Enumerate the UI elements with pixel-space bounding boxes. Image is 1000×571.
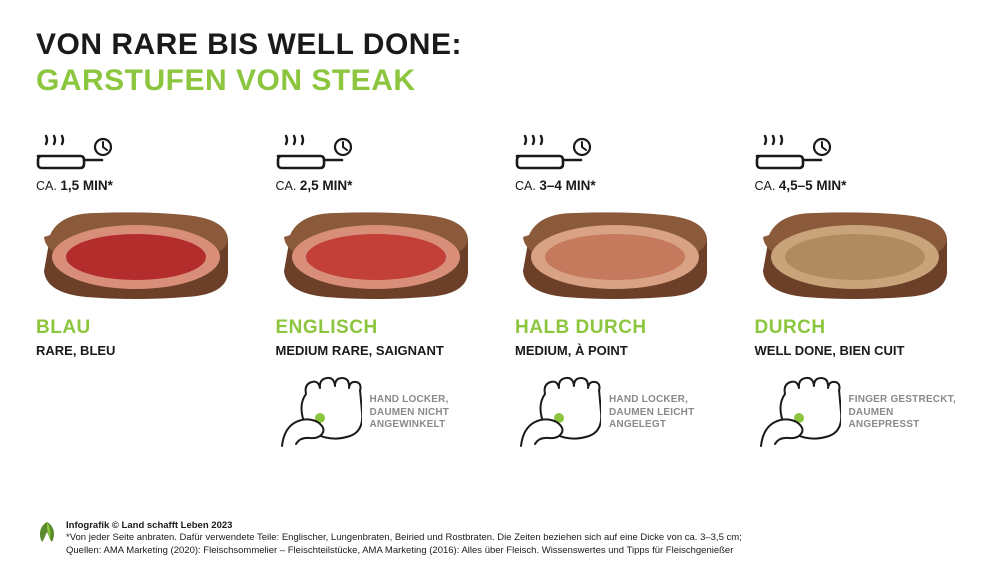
hand-caption: HAND LOCKER,DAUMEN LEICHTANGELEGT xyxy=(609,394,694,432)
stage-title: BLAU xyxy=(36,317,246,339)
hand-block: FINGER GESTRECKT,DAUMEN ANGEPRESST xyxy=(755,376,965,450)
title-line2: GARSTUFEN VON STEAK xyxy=(36,64,964,98)
stage-subtitle: RARE, BLEU xyxy=(36,343,246,358)
steak-illustration xyxy=(755,207,965,303)
time-label: CA. 2,5 MIN* xyxy=(276,178,486,193)
pan-clock-icon xyxy=(36,132,114,172)
footer-text: Infografik © Land schafft Leben 2023 *Vo… xyxy=(66,520,742,557)
pan-clock-icon xyxy=(515,132,593,172)
title-line1: VON RARE BIS WELL DONE: xyxy=(36,28,964,62)
time-label: CA. 1,5 MIN* xyxy=(36,178,246,193)
pan-row xyxy=(515,132,725,172)
hand-block: HAND LOCKER,DAUMEN NICHTANGEWINKELT xyxy=(276,376,486,450)
stage-subtitle: WELL DONE, BIEN CUIT xyxy=(755,343,965,358)
stage-subtitle: MEDIUM, À POINT xyxy=(515,343,725,358)
stage-title: ENGLISCH xyxy=(276,317,486,339)
time-prefix: CA. xyxy=(755,179,776,193)
footer-note-2: Quellen: AMA Marketing (2020): Fleischso… xyxy=(66,545,742,557)
stage-0: CA. 1,5 MIN* BLAU RARE, BLEU xyxy=(36,132,246,450)
stage-title: HALB DURCH xyxy=(515,317,725,339)
steak-illustration xyxy=(276,207,486,303)
stage-3: CA. 4,5–5 MIN* DURCH WELL DONE, BIEN CUI… xyxy=(755,132,965,450)
header: VON RARE BIS WELL DONE: GARSTUFEN VON ST… xyxy=(36,28,964,98)
hand-icon xyxy=(276,376,362,450)
stage-1: CA. 2,5 MIN* ENGLISCH MEDIUM RARE, SAIGN… xyxy=(276,132,486,450)
time-label: CA. 4,5–5 MIN* xyxy=(755,178,965,193)
hand-caption: FINGER GESTRECKT,DAUMEN ANGEPRESST xyxy=(849,394,965,432)
time-value: 2,5 MIN* xyxy=(300,178,353,193)
hand-caption: HAND LOCKER,DAUMEN NICHTANGEWINKELT xyxy=(370,394,450,432)
stage-subtitle: MEDIUM RARE, SAIGNANT xyxy=(276,343,486,358)
pan-clock-icon xyxy=(276,132,354,172)
time-prefix: CA. xyxy=(515,179,536,193)
footer-note-1: *Von jeder Seite anbraten. Dafür verwend… xyxy=(66,532,742,544)
hand-icon xyxy=(515,376,601,450)
steak-illustration xyxy=(515,207,725,303)
time-prefix: CA. xyxy=(276,179,297,193)
leaf-icon xyxy=(36,520,58,546)
pan-clock-icon xyxy=(755,132,833,172)
time-value: 1,5 MIN* xyxy=(60,178,113,193)
time-value: 4,5–5 MIN* xyxy=(779,178,847,193)
stage-title: DURCH xyxy=(755,317,965,339)
pan-row xyxy=(276,132,486,172)
pan-row xyxy=(755,132,965,172)
hand-block: HAND LOCKER,DAUMEN LEICHTANGELEGT xyxy=(515,376,725,450)
steak-illustration xyxy=(36,207,246,303)
footer: Infografik © Land schafft Leben 2023 *Vo… xyxy=(36,520,964,557)
pan-row xyxy=(36,132,246,172)
time-value: 3–4 MIN* xyxy=(539,178,595,193)
time-label: CA. 3–4 MIN* xyxy=(515,178,725,193)
stages-row: CA. 1,5 MIN* BLAU RARE, BLEU CA. xyxy=(36,132,964,450)
hand-icon xyxy=(755,376,841,450)
footer-credit: Infografik © Land schafft Leben 2023 xyxy=(66,520,742,532)
time-prefix: CA. xyxy=(36,179,57,193)
stage-2: CA. 3–4 MIN* HALB DURCH MEDIUM, À POINT … xyxy=(515,132,725,450)
